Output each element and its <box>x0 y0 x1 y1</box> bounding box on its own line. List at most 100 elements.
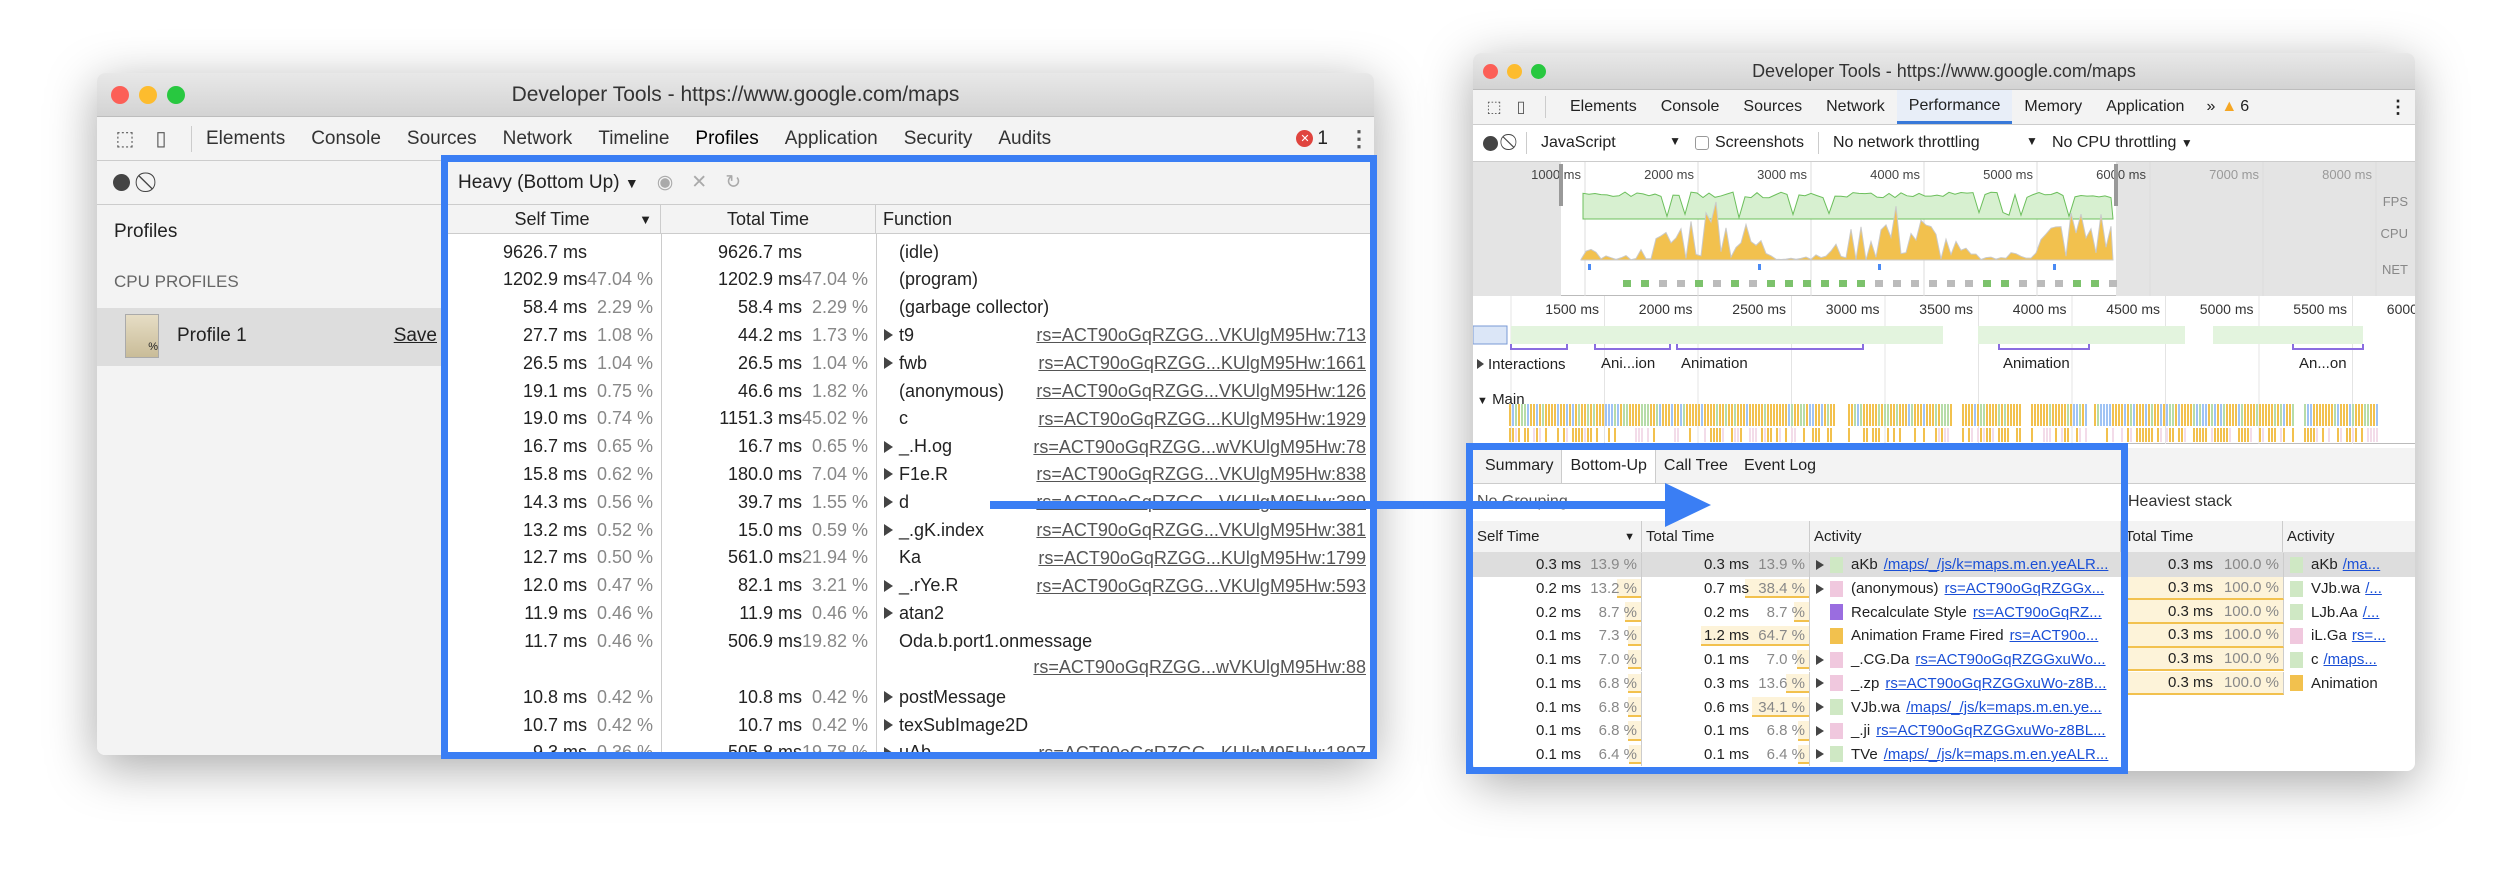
table-row[interactable]: 11.7 ms 0.46 % 506.9 ms 19.82 % Oda.b.port1.… <box>444 627 1374 683</box>
table-row[interactable]: 11.9 ms 0.46 % 11.9 ms 0.46 % atan2 <box>444 599 1374 627</box>
expand-triangle-icon[interactable] <box>1816 702 1824 713</box>
activity-header[interactable]: Activity <box>1810 521 2121 552</box>
minimize-window-button[interactable] <box>1507 64 1522 79</box>
tab-elements[interactable]: Elements <box>206 127 286 149</box>
table-row[interactable]: 0.1 ms 6.4 % 0.1 ms 6.4 % TVe/maps/_/js/k=ma… <box>1473 742 2121 767</box>
more-tabs-button[interactable]: » <box>2206 98 2216 115</box>
source-link[interactable]: rs=ACT90oGqRZ... <box>1972 603 2102 621</box>
source-link[interactable]: /... <box>2365 580 2382 598</box>
table-row[interactable]: 0.3 ms 13.9 % 0.3 ms 13.9 % aKb/maps/_/js/k=… <box>1473 553 2121 577</box>
table-row[interactable]: 9626.7 ms 9626.7 ms (idle) <box>444 238 1374 266</box>
total-time-header[interactable]: Total Time <box>661 205 876 233</box>
table-row[interactable]: 0.1 ms 6.8 % 0.6 ms 34.1 % VJb.wa/maps/_/js/… <box>1473 695 2121 719</box>
more-menu-icon[interactable]: ⋮ <box>2389 96 2407 117</box>
tab-network[interactable]: Network <box>502 127 573 149</box>
warning-count[interactable]: 6 <box>2240 98 2250 115</box>
main-track-label[interactable]: ▼ Main <box>1477 391 1525 408</box>
maximize-window-button[interactable] <box>167 86 185 104</box>
heaviest-stack-row[interactable]: 0.3 ms 100.0 % c/maps... <box>2122 647 2415 672</box>
interactions-track-label[interactable]: Interactions <box>1477 356 1566 373</box>
source-link[interactable]: /... <box>2362 603 2380 621</box>
error-count[interactable]: 1 <box>1317 127 1328 149</box>
expand-triangle-icon[interactable] <box>884 468 893 481</box>
table-row[interactable]: 12.7 ms 0.50 % 561.0 ms 21.94 % Ka rs=ACT90oG… <box>444 544 1374 572</box>
minimize-window-button[interactable] <box>139 86 157 104</box>
error-icon[interactable]: ✕ <box>1296 130 1314 147</box>
tab-profiles[interactable]: Profiles <box>695 127 759 149</box>
timeline-details[interactable]: 1500 ms 2000 ms 2500 ms 3000 ms 3500 ms 4000 … <box>1473 296 2415 444</box>
table-row[interactable]: 0.2 ms 8.7 % 0.2 ms 8.7 % Recalculate Style r… <box>1473 600 2121 625</box>
source-link[interactable]: rs=ACT90oGqRZGGx... <box>1944 580 2105 598</box>
warning-icon[interactable]: ▲ <box>2221 98 2238 115</box>
tab-memory[interactable]: Memory <box>2024 98 2083 115</box>
expand-triangle-icon[interactable] <box>1816 725 1824 736</box>
inspect-element-icon[interactable]: ⬚ <box>1486 99 1502 116</box>
table-row[interactable]: 16.7 ms 0.65 % 16.7 ms 0.65 % _.H.og rs=ACT90… <box>444 433 1374 461</box>
tab-network[interactable]: Network <box>1826 98 1885 115</box>
tab-timeline[interactable]: Timeline <box>598 127 670 149</box>
heaviest-stack-row[interactable]: 0.3 ms 100.0 % LJb.Aa/... <box>2122 600 2415 625</box>
table-row[interactable]: 0.2 ms 13.2 % 0.7 ms 38.4 % (anonymous) rs=AC… <box>1473 576 2121 601</box>
expand-triangle-icon[interactable] <box>1816 749 1824 760</box>
total-time-header[interactable]: Total Time <box>1642 521 1810 552</box>
expand-triangle-icon[interactable] <box>884 691 893 704</box>
expand-triangle-icon[interactable] <box>884 524 893 536</box>
expand-triangle-icon[interactable] <box>884 607 893 620</box>
source-link[interactable]: rs=ACT90oGqRZGG...KUlgM95Hw:1661 <box>1038 353 1366 374</box>
source-link[interactable]: rs=ACT90oGqRZGG...VKUlgM95Hw:713 <box>1036 325 1366 346</box>
source-link[interactable]: /maps/_/js/k=maps.m.en.ye... <box>1906 698 2102 716</box>
heaviest-stack-row[interactable]: 0.3 ms 100.0 % Animation <box>2122 671 2415 696</box>
source-link[interactable]: rs=ACT90oGqRZGGxuWo-z8BL... <box>1876 722 2106 740</box>
table-row[interactable]: 19.1 ms 0.75 % 46.6 ms 1.82 % (anonymous) rs=… <box>444 377 1374 405</box>
device-toolbar-icon[interactable]: ▯ <box>155 128 167 150</box>
source-link[interactable]: rs=ACT90oGqRZGG...VKUlgM95Hw:126 <box>1036 381 1366 401</box>
tab-application[interactable]: Application <box>2106 98 2185 115</box>
tab-sources[interactable]: Sources <box>1743 98 1803 115</box>
expand-triangle-icon[interactable] <box>884 440 893 453</box>
bottom-tab-summary[interactable]: Summary <box>1485 456 1554 474</box>
table-row[interactable]: 10.8 ms 0.42 % 10.8 ms 0.42 % postMessage <box>444 683 1374 711</box>
expand-triangle-icon[interactable] <box>1816 678 1824 689</box>
expand-triangle-icon[interactable] <box>1816 583 1824 594</box>
heaviest-total-header[interactable]: Total Time <box>2121 521 2283 552</box>
source-link[interactable]: rs=ACT90oGqRZGG...KUlgM95Hw:1929 <box>1038 408 1366 429</box>
save-profile-link[interactable]: Save <box>393 325 437 346</box>
expand-triangle-icon[interactable] <box>884 746 893 755</box>
expand-triangle-icon[interactable] <box>884 496 893 509</box>
source-link[interactable]: /maps... <box>2323 651 2377 669</box>
heaviest-activity-header[interactable]: Activity <box>2283 521 2415 552</box>
restore-icon[interactable]: ↻ <box>725 172 742 193</box>
source-link[interactable]: rs=ACT90oGqRZGG...VKUlgM95Hw:593 <box>1036 575 1366 596</box>
bottom-tab-call-tree[interactable]: Call Tree <box>1663 456 1728 474</box>
maximize-window-button[interactable] <box>1531 64 1546 79</box>
tab-performance[interactable]: Performance <box>1896 90 2013 124</box>
table-row[interactable]: 0.1 ms 7.3 % 1.2 ms 64.7 % Animation Frame F… <box>1473 624 2121 648</box>
table-row[interactable]: 26.5 ms 1.04 % 26.5 ms 1.04 % fwb rs=ACT90oGq… <box>444 349 1374 377</box>
profile-item[interactable]: % Profile 1 Save <box>97 308 443 366</box>
table-row[interactable]: 19.0 ms 0.74 % 1151.3 ms 45.02 % c rs=ACT90oG… <box>444 405 1374 433</box>
more-menu-icon[interactable]: ⋮ <box>1348 125 1370 151</box>
expand-triangle-icon[interactable] <box>884 357 893 370</box>
source-link[interactable]: rs=ACT90oGqRZGG...KUlgM95Hw:1807 <box>1038 742 1366 755</box>
profiles-heading[interactable]: Profiles <box>114 221 178 242</box>
device-toolbar-icon[interactable]: ▯ <box>1516 99 1526 116</box>
table-row[interactable]: 10.7 ms 0.42 % 10.7 ms 0.42 % texSubImage2D <box>444 711 1374 739</box>
exclude-icon[interactable]: ✕ <box>691 172 708 193</box>
source-link[interactable]: rs=ACT90oGqRZGGxuWo-z8B... <box>1885 674 2107 692</box>
self-time-header[interactable]: Self Time ▼ <box>1473 521 1642 552</box>
source-link[interactable]: rs=ACT90oGqRZGG...wVKUlgM95Hw:78 <box>1033 436 1366 457</box>
expand-triangle-icon[interactable] <box>1816 559 1824 570</box>
focus-eye-icon[interactable]: ◉ <box>656 172 674 193</box>
source-link[interactable]: rs=ACT90oGqRZGG...wVKUlgM95Hw:88 <box>1033 657 1366 678</box>
heaviest-stack-row[interactable]: 0.3 ms 100.0 % VJb.wa/... <box>2122 576 2415 601</box>
self-time-header[interactable]: Self Time ▼ <box>444 205 661 233</box>
table-row[interactable]: 0.1 ms 6.8 % 0.1 ms 6.8 % _.ji rs=ACT90oGqRZG… <box>1473 718 2121 743</box>
expand-triangle-icon[interactable] <box>884 719 893 731</box>
cpu-throttling-select[interactable]: No CPU throttling ▼ <box>2052 134 2193 152</box>
record-icon[interactable] <box>1483 135 1498 151</box>
category-select[interactable]: JavaScript ▼ <box>1541 134 1681 152</box>
heaviest-stack-row[interactable]: 0.3 ms 100.0 % aKb/ma... <box>2122 553 2415 577</box>
table-row[interactable]: 27.7 ms 1.08 % 44.2 ms 1.73 % t9 rs=ACT90oGqR… <box>444 321 1374 349</box>
table-row[interactable]: 12.0 ms 0.47 % 82.1 ms 3.21 % _.rYe.R rs=ACT9… <box>444 572 1374 600</box>
record-icon[interactable] <box>113 174 130 191</box>
